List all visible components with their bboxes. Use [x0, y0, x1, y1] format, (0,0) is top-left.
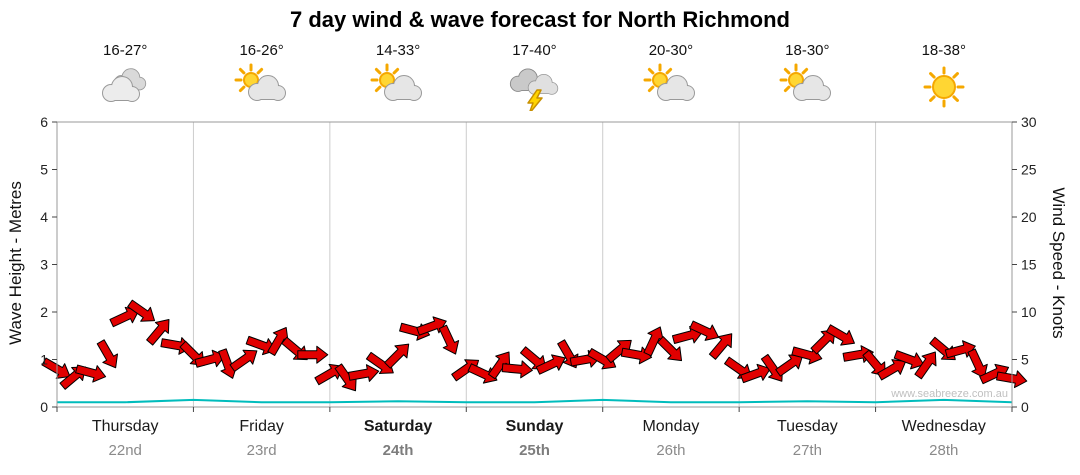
- day-header-saturday: 14-33°: [330, 42, 466, 116]
- left-tick-label: 6: [40, 114, 48, 130]
- day-date: 26th: [656, 442, 686, 459]
- day-label-friday: Friday 23rd: [193, 418, 329, 459]
- left-tick-label: 4: [40, 209, 48, 225]
- day-header-thursday: 16-27°: [57, 42, 193, 116]
- day-label-tuesday: Tuesday 27th: [739, 418, 875, 459]
- day-name: Wednesday: [901, 418, 986, 435]
- wind-arrow: [467, 363, 498, 384]
- day-label-sunday: Sunday 25th: [466, 418, 602, 459]
- wind-arrow: [605, 339, 632, 364]
- wind-arrow: [740, 363, 771, 384]
- day-name: Sunday: [505, 418, 564, 435]
- wind-arrow: [297, 345, 329, 364]
- wind-arrow: [708, 333, 733, 360]
- wind-arrow: [229, 349, 258, 372]
- wind-arrow: [109, 306, 140, 328]
- wind-arrow: [146, 319, 170, 346]
- day-name: Monday: [642, 418, 700, 435]
- wind-arrow: [535, 354, 566, 375]
- wind-arrow: [384, 343, 410, 369]
- day-header-friday: 16-26°: [193, 42, 329, 116]
- left-tick-label: 1: [40, 352, 48, 368]
- right-tick-label: 5: [1021, 352, 1029, 368]
- wave-height-line: [57, 398, 1013, 404]
- temperature-range: 16-26°: [239, 42, 284, 59]
- wind-arrow: [810, 329, 836, 355]
- wind-arrow: [347, 364, 380, 382]
- partly-cloudy-icon: [368, 63, 428, 111]
- wind-arrow: [877, 359, 907, 381]
- thunderstorm-icon: [504, 63, 564, 115]
- wind-arrow: [127, 299, 156, 322]
- day-header-wednesday: 18-38°: [876, 42, 1012, 116]
- chart-title: 7 day wind & wave forecast for North Ric…: [290, 7, 790, 32]
- day-date: 28th: [929, 442, 959, 459]
- left-tick-label: 2: [40, 304, 48, 320]
- right-tick-label: 10: [1021, 304, 1037, 320]
- cloudy-icon: [95, 63, 155, 111]
- temperature-range: 16-27°: [103, 42, 148, 59]
- watermark: www.seabreeze.com.au: [891, 388, 1008, 400]
- wind-arrow: [41, 357, 71, 379]
- day-label-saturday: Saturday 24th: [330, 418, 466, 459]
- wind-arrow: [914, 351, 937, 380]
- day-date: 22nd: [108, 442, 142, 459]
- right-tick-label: 0: [1021, 399, 1029, 415]
- right-tick-label: 20: [1021, 209, 1037, 225]
- sunny-icon: [914, 63, 974, 111]
- day-name: Thursday: [91, 418, 159, 435]
- day-date: 23rd: [246, 442, 277, 459]
- day-header-monday: 20-30°: [603, 42, 739, 116]
- left-tick-label: 0: [40, 399, 48, 415]
- wind-arrow: [267, 327, 289, 356]
- left-tick-label: 3: [40, 257, 48, 273]
- day-header-sunday: 17-40°: [466, 42, 602, 116]
- wind-arrow: [194, 349, 226, 368]
- wind-arrow: [75, 364, 107, 383]
- temperature-range: 18-38°: [921, 42, 966, 59]
- day-name: Friday: [239, 418, 284, 435]
- day-date: 27th: [792, 442, 822, 459]
- temperature-range: 20-30°: [648, 42, 694, 59]
- wind-arrow: [488, 351, 511, 380]
- day-header-tuesday: 18-30°: [739, 42, 875, 116]
- left-tick-label: 5: [40, 162, 48, 178]
- wind-arrow: [825, 324, 855, 346]
- right-tick-label: 30: [1021, 114, 1037, 130]
- day-date: 25th: [519, 442, 550, 459]
- day-name: Tuesday: [776, 418, 838, 435]
- wind-arrow: [438, 324, 460, 355]
- wind-arrow: [96, 339, 119, 369]
- partly-cloudy-icon: [777, 63, 837, 111]
- temperature-range: 18-30°: [785, 42, 830, 59]
- wind-arrow: [656, 336, 683, 362]
- wind-arrow: [689, 320, 720, 341]
- wind-arrow: [501, 360, 533, 379]
- wind-arrow: [967, 348, 988, 379]
- wind-arrow: [643, 326, 664, 357]
- wind-arrow: [775, 354, 804, 377]
- day-label-monday: Monday 26th: [603, 418, 739, 459]
- day-label-wednesday: Wednesday 28th: [876, 418, 1012, 459]
- day-date: 24th: [382, 442, 414, 459]
- right-tick-label: 25: [1021, 162, 1037, 178]
- right-tick-label: 15: [1021, 257, 1037, 273]
- temperature-range: 17-40°: [512, 42, 557, 59]
- partly-cloudy-icon: [641, 63, 701, 111]
- partly-cloudy-icon: [232, 63, 292, 111]
- day-name: Saturday: [363, 418, 433, 435]
- wind-arrow: [893, 350, 925, 370]
- temperature-range: 14-33°: [375, 42, 421, 59]
- day-label-thursday: Thursday 22nd: [57, 418, 193, 459]
- wind-arrow-series: [41, 299, 1028, 392]
